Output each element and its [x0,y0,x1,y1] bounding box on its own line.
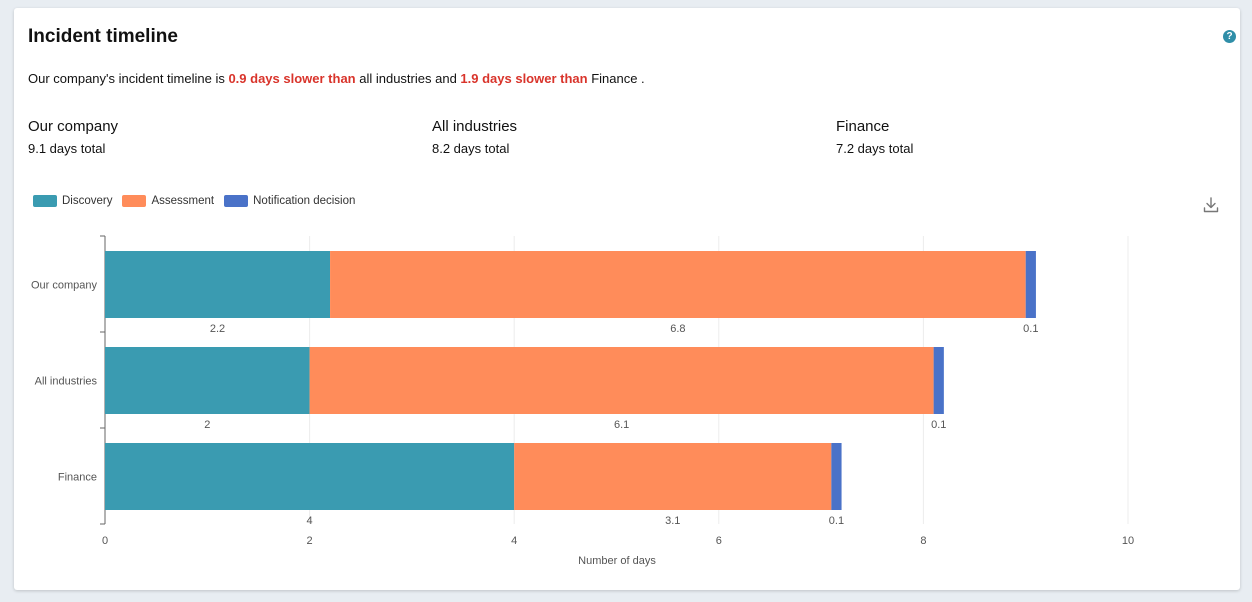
bar-segment [330,251,1026,318]
legend-swatch [224,195,249,207]
x-tick-label: 6 [716,535,722,547]
bar-segment [1025,251,1036,318]
incident-timeline-card: Incident timeline ? Our company's incide… [14,8,1240,590]
download-icon[interactable] [1202,196,1220,214]
summary-diff-all: 0.9 days slower than [228,71,356,86]
legend-item-assessment[interactable]: Assessment [122,195,214,207]
x-tick-label: 0 [102,535,108,547]
value-label: 0.1 [931,419,946,431]
label-layer: 0 2 4 6 8 10 Our company 2.2 6.8 0.1 All industrie… [31,280,1134,548]
bar-segment [514,443,832,510]
category-label: All industries [35,376,98,388]
stat-name: Our company [28,118,119,135]
legend-label: Discovery [62,195,113,207]
value-label: 2.2 [210,323,225,335]
bar-layer [105,251,1036,510]
category-label: Finance [58,472,97,484]
summary-suffix: Finance . [587,71,645,86]
bar-segment [105,443,515,510]
x-tick-label: 4 [511,535,517,547]
chart-legend: Discovery Assessment Notification decisi… [33,195,365,207]
summary-middle: all industries and [355,71,461,86]
bar-segment [933,347,944,414]
bar-segment [105,347,310,414]
value-label: 0.1 [829,515,844,527]
help-icon[interactable]: ? [1223,30,1236,43]
category-label: Our company [31,280,98,292]
stat-name: Finance [836,118,890,135]
value-label: 6.8 [670,323,685,335]
summary-text: Our company's incident timeline is 0.9 d… [28,71,645,86]
stat-name: All industries [432,118,518,135]
bar-segment [831,443,842,510]
bar-segment [309,347,934,414]
x-tick-label: 8 [920,535,926,547]
summary-prefix: Our company's incident timeline is [28,71,229,86]
value-label: 6.1 [614,419,629,431]
stat-our-company: Our company 9.1 days total [28,118,118,156]
bar-segment [105,251,331,318]
stat-all-industries: All industries 8.2 days total [432,118,517,156]
stat-total: 8.2 days total [432,141,510,156]
stat-finance: Finance 7.2 days total [836,118,913,156]
stacked-bar-chart: 0 2 4 6 8 10 Our company 2.2 6.8 0.1 All industrie… [31,235,1134,567]
legend-swatch [122,195,147,207]
value-label: 4 [307,515,313,527]
stat-total: 7.2 days total [836,141,914,156]
x-axis-title: Number of days [578,555,656,567]
legend-item-notification[interactable]: Notification decision [224,195,355,207]
value-label: 0.1 [1023,323,1038,335]
value-label: 2 [204,419,210,431]
legend-label: Assessment [151,195,215,207]
value-label: 3.1 [665,515,680,527]
legend-label: Notification decision [253,195,356,207]
card-title: Incident timeline [28,26,178,47]
legend-item-discovery[interactable]: Discovery [33,195,112,207]
x-tick-label: 2 [307,535,313,547]
legend-swatch [33,195,57,207]
x-tick-label: 10 [1122,535,1134,547]
stat-total: 9.1 days total [28,141,106,156]
summary-diff-finance: 1.9 days slower than [460,71,588,86]
